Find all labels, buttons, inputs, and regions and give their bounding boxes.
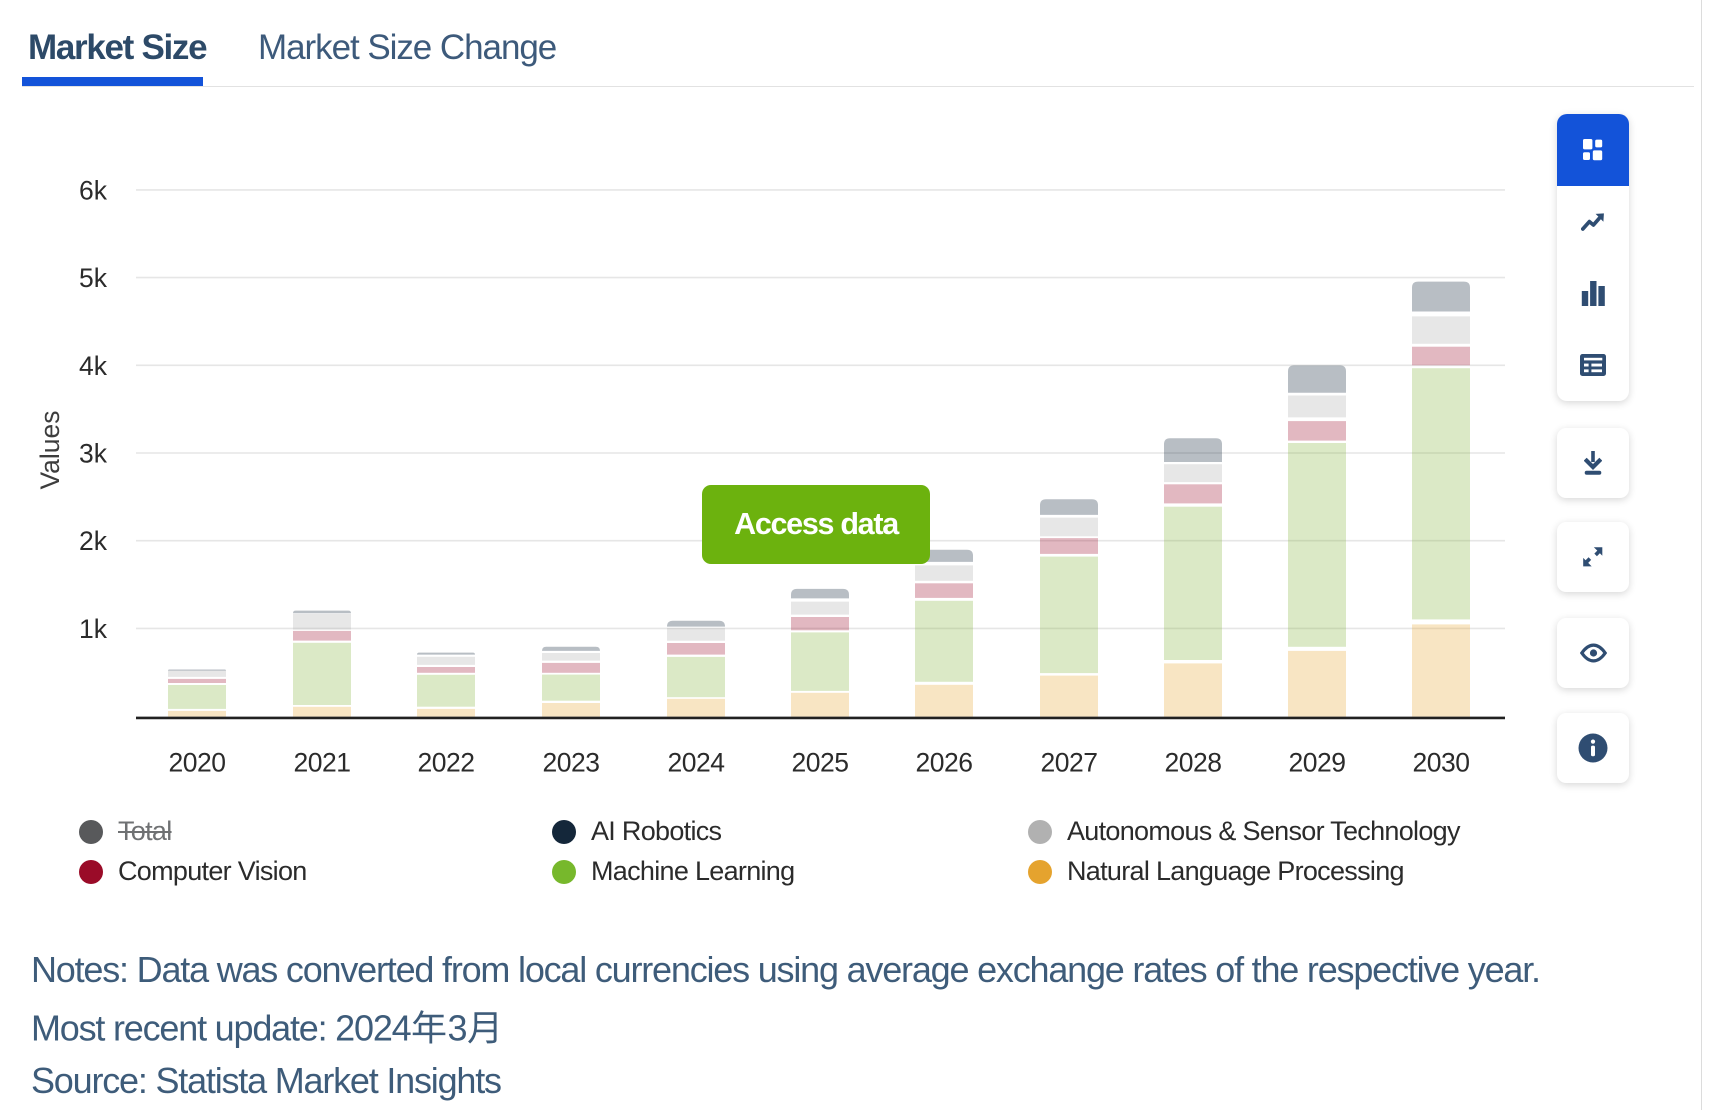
svg-text:Values: Values (35, 410, 65, 489)
svg-text:6k: 6k (79, 175, 108, 205)
svg-text:2029: 2029 (1289, 748, 1346, 778)
svg-text:2024: 2024 (668, 748, 725, 778)
svg-text:2025: 2025 (792, 748, 849, 778)
svg-text:2022: 2022 (418, 748, 475, 778)
svg-text:2023: 2023 (543, 748, 600, 778)
svg-text:2030: 2030 (1413, 748, 1470, 778)
svg-text:2021: 2021 (294, 748, 351, 778)
svg-text:3k: 3k (79, 439, 108, 469)
svg-text:2k: 2k (79, 526, 108, 556)
svg-text:2020: 2020 (169, 748, 226, 778)
svg-text:4k: 4k (79, 351, 108, 381)
svg-text:5k: 5k (79, 263, 108, 293)
svg-text:2026: 2026 (916, 748, 973, 778)
svg-text:1k: 1k (79, 614, 108, 644)
svg-text:2028: 2028 (1165, 748, 1222, 778)
svg-text:2027: 2027 (1041, 748, 1098, 778)
